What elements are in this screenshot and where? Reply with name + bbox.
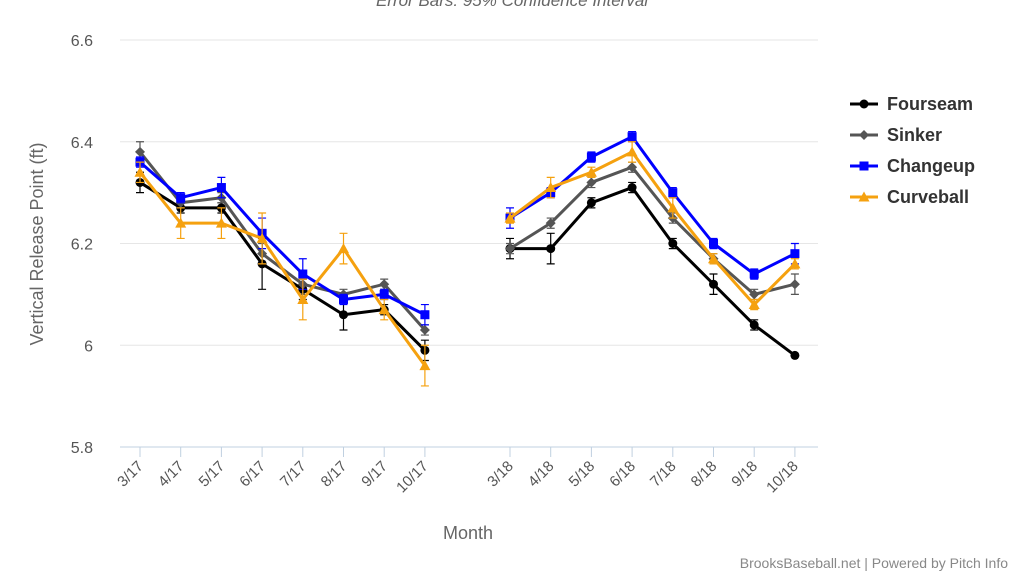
- series-line-changeup: [509, 135, 796, 276]
- data-point-changeup: [216, 183, 226, 193]
- data-point-curveball: [378, 304, 390, 315]
- data-point-fourseam: [749, 320, 759, 330]
- data-point-changeup: [420, 310, 430, 320]
- data-point-changeup: [339, 294, 348, 304]
- y-tick-label: 5.8: [71, 440, 93, 457]
- data-point-sinker: [586, 177, 597, 188]
- legend-marker-sinker: [859, 130, 869, 140]
- data-point-fourseam: [668, 239, 678, 248]
- legend-item-changeup[interactable]: Changeup: [850, 156, 975, 176]
- data-point-changeup: [586, 152, 596, 162]
- chart-subtitle: Error Bars: 95% Confidence Interval: [376, 0, 649, 10]
- series-curveball: [134, 141, 801, 387]
- series-line-sinker: [138, 150, 427, 331]
- data-point-curveball: [504, 212, 516, 223]
- x-tick-label: 5/17: [196, 458, 229, 491]
- data-point-sinker: [505, 243, 515, 254]
- data-point-sinker: [627, 162, 638, 173]
- data-point-curveball: [789, 258, 801, 269]
- x-axis: 3/17 4/17 5/17 6/17 7/17 8/17 9/17 10/17 3/18 4/1…: [114, 446, 818, 497]
- data-point-curveball: [297, 293, 309, 304]
- x-tick-label: 9/18: [728, 458, 761, 491]
- x-axis-title: Month: [443, 523, 493, 543]
- x-tick-label: 7/18: [647, 458, 680, 491]
- x-tick-label: 10/17: [393, 458, 432, 497]
- data-point-sinker: [545, 218, 556, 229]
- x-tick-label: 10/18: [763, 458, 802, 497]
- data-point-curveball: [545, 182, 557, 193]
- data-point-curveball: [256, 232, 268, 243]
- legend-item-curveball[interactable]: Curveball: [850, 187, 969, 207]
- y-axis-title: Vertical Release Point (ft): [27, 142, 47, 345]
- data-point-changeup: [379, 289, 389, 299]
- data-point-curveball: [708, 253, 719, 264]
- legend: Fourseam Sinker Changeup Curveball: [850, 94, 975, 207]
- legend-label-changeup: Changeup: [887, 156, 975, 176]
- data-point-fourseam: [709, 279, 718, 289]
- y-tick-label: 6.4: [71, 135, 93, 152]
- data-point-sinker: [135, 146, 145, 157]
- x-tick-label: 3/17: [114, 458, 147, 491]
- data-point-fourseam: [339, 310, 348, 320]
- legend-label-fourseam: Fourseam: [887, 94, 973, 114]
- x-tick-label: 3/18: [484, 458, 517, 491]
- data-point-sinker: [419, 324, 430, 335]
- data-point-curveball: [419, 360, 431, 371]
- data-point-changeup: [709, 239, 718, 248]
- legend-marker-fourseam: [859, 99, 869, 109]
- legend-marker-changeup: [859, 161, 869, 171]
- series-line-fourseam: [510, 186, 796, 357]
- legend-label-curveball: Curveball: [887, 187, 969, 207]
- x-tick-label: 4/17: [155, 458, 188, 491]
- data-point-sinker: [749, 289, 760, 300]
- data-point-curveball: [748, 299, 760, 310]
- series-line-sinker: [509, 165, 796, 296]
- data-point-curveball: [626, 146, 638, 157]
- x-tick-label: 5/18: [566, 458, 599, 491]
- series-line-curveball: [138, 171, 427, 367]
- y-tick-label: 6.2: [71, 237, 93, 254]
- data-point-fourseam: [546, 244, 556, 254]
- x-tick-label: 9/17: [358, 458, 391, 491]
- data-point-curveball: [215, 217, 227, 228]
- y-axis-ticks: 5.8 6 6.2 6.4 6.6: [71, 33, 93, 457]
- x-tick-label: 4/18: [525, 458, 558, 491]
- series-line-curveball: [509, 150, 796, 307]
- legend-label-sinker: Sinker: [887, 125, 942, 145]
- data-point-sinker: [789, 279, 800, 290]
- data-point-curveball: [338, 243, 349, 254]
- legend-marker-curveball: [858, 191, 870, 202]
- x-tick-label: 8/18: [688, 458, 721, 491]
- data-point-curveball: [134, 166, 146, 177]
- data-point-curveball: [175, 217, 187, 228]
- legend-item-fourseam[interactable]: Fourseam: [850, 94, 973, 114]
- data-point-changeup: [749, 269, 759, 279]
- data-point-changeup: [298, 269, 308, 279]
- series-line-changeup: [139, 160, 426, 317]
- data-point-changeup: [176, 193, 186, 203]
- series-sinker: [135, 141, 800, 336]
- data-point-sinker: [379, 279, 390, 290]
- credits-text[interactable]: BrooksBaseball.net | Powered by Pitch In…: [740, 555, 1008, 571]
- y-tick-label: 6: [84, 338, 93, 355]
- plot-series: [134, 130, 801, 387]
- data-point-fourseam: [790, 350, 800, 360]
- legend-item-sinker[interactable]: Sinker: [850, 125, 942, 145]
- data-point-curveball: [585, 166, 597, 177]
- data-point-fourseam: [586, 198, 596, 208]
- data-point-curveball: [667, 202, 679, 213]
- data-point-changeup: [790, 249, 800, 259]
- x-tick-label: 6/18: [606, 458, 639, 491]
- data-point-changeup: [627, 132, 637, 142]
- data-point-fourseam: [627, 183, 637, 193]
- x-tick-label: 8/17: [318, 458, 351, 491]
- x-tick-label: 7/17: [277, 458, 310, 491]
- x-tick-label: 6/17: [236, 458, 269, 491]
- series-fourseam: [135, 171, 800, 362]
- data-point-changeup: [668, 188, 678, 198]
- y-tick-label: 6.6: [71, 33, 93, 50]
- series-line-fourseam: [139, 181, 426, 352]
